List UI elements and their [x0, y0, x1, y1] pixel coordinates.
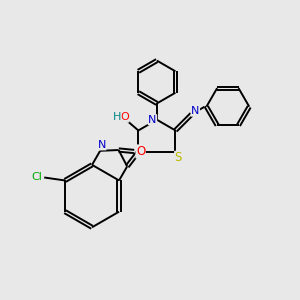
Text: O: O: [120, 112, 129, 122]
Text: Cl: Cl: [31, 172, 42, 182]
Text: O: O: [136, 145, 145, 158]
Text: H: H: [112, 112, 121, 122]
Text: S: S: [175, 151, 182, 164]
Text: N: N: [148, 115, 157, 125]
Text: N: N: [98, 140, 106, 150]
Text: N: N: [191, 106, 200, 116]
